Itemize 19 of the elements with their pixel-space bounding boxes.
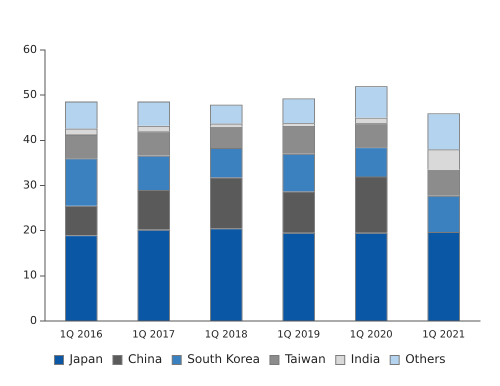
y-tick-label: 20 [22,224,37,237]
legend-label: India [350,352,380,366]
x-tick-label: 1Q 2020 [350,330,393,341]
y-tick-label: 10 [22,268,37,282]
y-tick-label: 30 [22,178,37,192]
x-tick-label: 1Q 2016 [60,330,103,341]
x-tick-label: 1Q 2019 [277,330,320,341]
y-tick-label: 0 [30,314,37,327]
x-tick-label: 1Q 2021 [422,330,466,341]
legend-label: Others [405,352,446,366]
x-tick-label: 1Q 2018 [204,330,248,341]
legend-label: Japan [68,352,103,366]
y-tick-label: 50 [22,88,37,102]
legend-label: South Korea [187,352,260,366]
y-tick-label: 40 [22,133,37,146]
legend-label: China [128,352,162,366]
y-tick-label: 60 [22,42,37,56]
x-tick-label: 1Q 2017 [132,330,176,341]
legend-label: Taiwan [284,352,326,366]
